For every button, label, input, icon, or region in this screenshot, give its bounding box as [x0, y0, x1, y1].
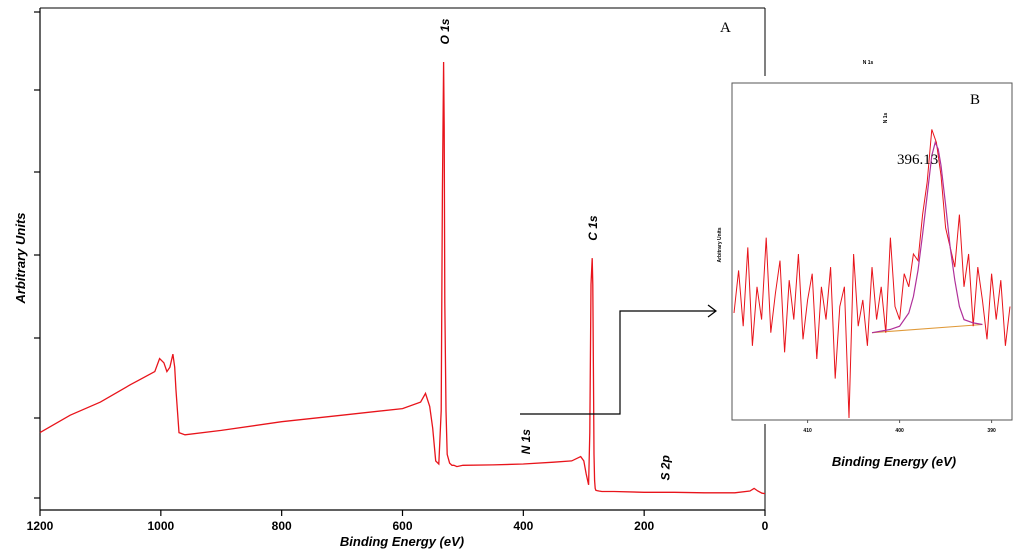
main-y-axis-title: Arbitrary Units [13, 212, 28, 304]
main-y-ticks [34, 11, 40, 499]
main-peak-label: S 2p [658, 455, 672, 480]
main-spectrum-line [39, 61, 766, 495]
inset-x-ticks: 410 400 390 [803, 420, 996, 434]
connector-line [520, 310, 715, 415]
inset-x-axis-title: Binding Energy (eV) [832, 454, 956, 469]
main-x-tick-label: 200 [634, 519, 654, 533]
inset-baseline-line [871, 324, 983, 334]
inset-y-axis-title: Arbitrary Units [717, 227, 723, 262]
inset-panel-letter: B [970, 92, 980, 108]
main-x-tick-label: 800 [272, 519, 292, 533]
main-peak-label: C 1s [586, 215, 600, 241]
inset-fit-curve [871, 140, 983, 334]
connector-arrowhead [707, 304, 717, 318]
main-peak-label: O 1s [438, 18, 452, 44]
inset-spectrum-line [733, 129, 1011, 419]
inset-frame [731, 82, 1013, 421]
main-panel-letter: A [720, 20, 731, 36]
main-x-tick-label: 1200 [27, 519, 54, 533]
inset-peak-value: 396.13 [897, 152, 938, 168]
main-peak-labels: O 1s C 1s N 1s S 2p [438, 18, 673, 480]
inset-n1s-panel: N 1s 410 400 390 N 1s 396.13 B Arbitrary U… [717, 60, 1015, 469]
main-spectrum-panel: 1200 1000 800 600 400 200 0 O 1s C 1s N 1s S 2p A… [13, 7, 769, 549]
inset-x-tick-label: 410 [803, 428, 812, 434]
main-x-tick-label: 1000 [147, 519, 174, 533]
inset-connector [520, 304, 717, 415]
main-x-tick-label: 400 [513, 519, 533, 533]
main-x-ticks: 1200 1000 800 600 400 200 0 [27, 510, 769, 533]
main-x-tick-label: 0 [762, 519, 769, 533]
inset-peak-label: N 1s [883, 113, 889, 124]
main-x-tick-label: 600 [392, 519, 412, 533]
main-x-axis-title: Binding Energy (eV) [340, 534, 464, 549]
inset-title: N 1s [863, 60, 874, 66]
main-peak-label: N 1s [519, 429, 533, 455]
inset-x-tick-label: 390 [987, 428, 996, 434]
inset-background [725, 76, 1015, 424]
inset-x-tick-label: 400 [895, 428, 904, 434]
